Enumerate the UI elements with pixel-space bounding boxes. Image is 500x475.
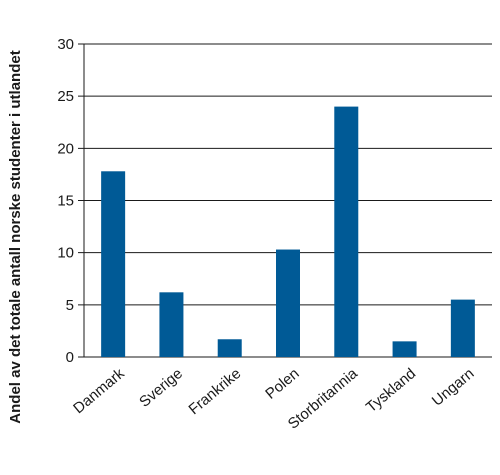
bars bbox=[101, 106, 475, 357]
bar-storbritannia bbox=[334, 106, 359, 357]
x-tick-label: Polen bbox=[262, 365, 302, 403]
y-tick-label: 20 bbox=[57, 140, 74, 157]
x-tick-label: Danmark bbox=[70, 365, 128, 417]
bar-ungarn bbox=[450, 299, 475, 357]
bar-frankrike bbox=[217, 339, 242, 357]
x-tick-label: Sverige bbox=[136, 365, 186, 411]
y-tick-labels: 0 5 10 15 20 25 30 bbox=[57, 36, 74, 366]
bar-tyskland bbox=[392, 341, 417, 357]
y-tick-label: 30 bbox=[57, 36, 74, 53]
bar-sverige bbox=[159, 292, 184, 357]
y-tick-label: 5 bbox=[66, 297, 74, 314]
y-axis-label: Andel av det totale antall norske studen… bbox=[7, 50, 24, 423]
bar-danmark bbox=[101, 171, 126, 357]
bar-polen bbox=[276, 249, 300, 357]
y-tick-label: 15 bbox=[57, 193, 74, 210]
y-tick-label: 10 bbox=[57, 245, 74, 262]
x-tick-label: Tyskland bbox=[363, 365, 419, 416]
y-tick-label: 0 bbox=[66, 349, 74, 366]
x-tick-label: Frankrike bbox=[185, 365, 244, 418]
x-tick-labels: Danmark Sverige Frankrike PolenStorbritanni… bbox=[70, 365, 477, 433]
x-tick-label: Ungarn bbox=[429, 365, 478, 410]
y-tick-label: 25 bbox=[57, 88, 74, 105]
